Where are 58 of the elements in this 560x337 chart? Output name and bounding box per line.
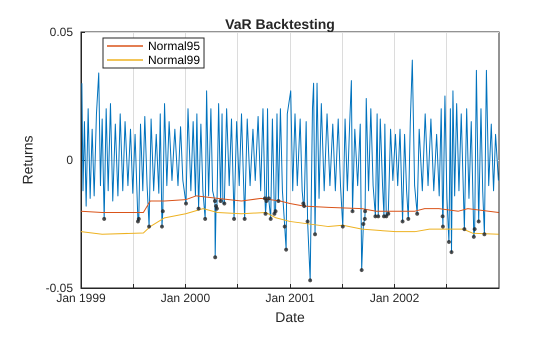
point: [136, 216, 141, 221]
legend-label: Normal99: [148, 53, 200, 67]
point: [196, 206, 201, 211]
x-tick-label: Jan 2002: [370, 291, 420, 305]
point: [440, 224, 445, 229]
point: [203, 216, 208, 221]
point: [360, 268, 364, 272]
point: [147, 224, 152, 229]
point: [232, 216, 236, 221]
line-series: [80, 208, 500, 235]
point: [266, 196, 271, 200]
point: [264, 198, 268, 203]
point: [213, 255, 218, 260]
point: [376, 214, 380, 218]
point: [350, 209, 355, 214]
point: [282, 224, 287, 229]
point: [302, 204, 306, 208]
point: [415, 212, 420, 216]
point: [264, 212, 268, 216]
point: [340, 224, 345, 229]
point: [160, 209, 165, 214]
point: [450, 250, 454, 254]
point: [406, 216, 410, 221]
point: [306, 219, 310, 224]
y-tick-label: 0: [66, 153, 74, 167]
point: [476, 219, 481, 224]
chart-title: VaR Backtesting: [225, 16, 335, 32]
point: [284, 248, 288, 252]
point: [212, 198, 217, 203]
x-tick-label: Jan 2000: [160, 291, 210, 305]
point: [482, 232, 486, 236]
point: [386, 212, 390, 216]
point: [361, 222, 366, 226]
point: [102, 216, 106, 221]
point: [184, 202, 188, 206]
point: [472, 227, 477, 232]
x-tick-label: Jan 2001: [265, 291, 316, 305]
point: [218, 198, 223, 203]
x-axis-title: Date: [275, 309, 305, 325]
point: [313, 232, 318, 236]
point: [276, 198, 280, 203]
point: [274, 209, 278, 214]
y-tick-label: 0.05: [50, 25, 74, 39]
point: [308, 278, 312, 282]
point: [268, 216, 273, 221]
legend-label: Normal95: [148, 39, 200, 53]
point: [462, 227, 466, 232]
point: [400, 219, 405, 224]
y-axis-title: Returns: [20, 135, 36, 185]
point: [214, 206, 219, 211]
point: [362, 216, 367, 221]
point: [440, 214, 445, 218]
point: [160, 224, 164, 229]
point: [222, 202, 226, 206]
point: [446, 240, 451, 244]
point: [363, 209, 368, 214]
point: [242, 216, 247, 221]
point: [472, 234, 476, 239]
